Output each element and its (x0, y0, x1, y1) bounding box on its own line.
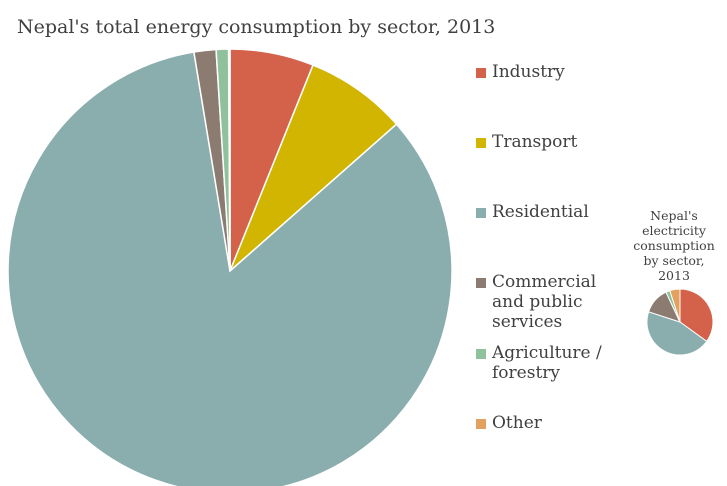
legend-item-commercial: Commercial and public services (476, 272, 596, 332)
main-slice-other (227, 48, 231, 272)
inset-slice-industry (679, 288, 714, 343)
legend-label-other: Other (492, 413, 542, 433)
legend-label-residential: Residential (492, 202, 589, 222)
inset-pie-chart (646, 288, 714, 356)
legend-item-agriculture: Agriculture / forestry (476, 343, 602, 383)
legend-swatch-residential (476, 208, 486, 218)
legend-item-residential: Residential (476, 202, 589, 222)
legend-label-industry: Industry (492, 62, 565, 82)
legend-label-transport: Transport (492, 132, 578, 152)
inset-slice-other (669, 288, 681, 323)
legend-item-industry: Industry (476, 62, 565, 82)
legend-swatch-industry (476, 68, 486, 78)
chart-title: Nepal's total energy consumption by sect… (17, 16, 496, 38)
legend-swatch-other (476, 419, 486, 429)
legend-label-commercial: Commercial and public services (492, 272, 597, 332)
legend-item-other: Other (476, 413, 542, 433)
legend-swatch-agriculture (476, 349, 486, 359)
legend-swatch-commercial (476, 278, 486, 288)
main-slice-transport (229, 64, 398, 272)
legend-item-transport: Transport (476, 132, 577, 152)
legend-label-agriculture: Agriculture / forestry (492, 343, 602, 383)
inset-chart-title: Nepal's electricity consumption by secto… (633, 208, 715, 283)
inset-slice-residential (646, 311, 708, 356)
main-slice-residential (7, 51, 453, 486)
legend-swatch-transport (476, 138, 486, 148)
